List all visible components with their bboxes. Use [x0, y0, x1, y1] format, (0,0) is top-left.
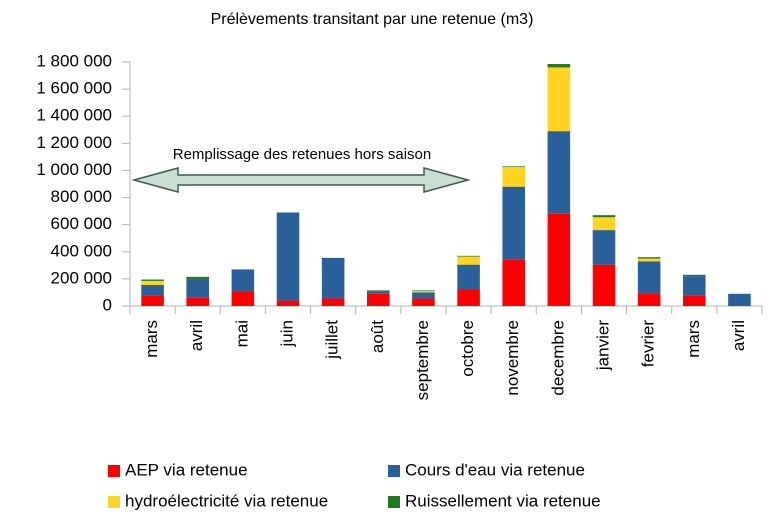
y-tick-label: 1 400 000: [36, 106, 112, 125]
bar-segment: [186, 297, 209, 306]
bar-segment: [457, 264, 480, 290]
bar-segment: [276, 212, 300, 301]
bar-segment: [592, 215, 616, 218]
bar-segment: [141, 279, 164, 281]
x-tick-label: juillet: [323, 320, 342, 360]
legend-label: Cours d'eau via retenue: [405, 460, 585, 479]
bar-segment: [683, 295, 706, 306]
bar-segment: [141, 280, 164, 285]
x-tick-label: mars: [142, 320, 161, 358]
bar-segment: [547, 67, 571, 132]
bar-segment: [186, 276, 209, 280]
bar-segment: [141, 284, 164, 296]
y-tick-label: 1 600 000: [36, 79, 112, 98]
y-tick-label: 600 000: [51, 214, 112, 233]
legend-label: AEP via retenue: [125, 460, 248, 479]
bar-segment: [637, 257, 661, 259]
legend-swatch: [388, 465, 400, 477]
bar-segment: [367, 291, 390, 294]
bar-segment: [141, 295, 164, 306]
bar-segment: [728, 293, 751, 306]
bar-segment: [592, 264, 616, 306]
bar-segment: [547, 64, 571, 68]
bar-segment: [412, 291, 435, 293]
x-tick-label: août: [368, 320, 387, 353]
x-tick-label: decembre: [548, 320, 567, 396]
y-tick-label: 200 000: [51, 268, 112, 287]
bar-segment: [367, 290, 390, 292]
y-tick-label: 400 000: [51, 241, 112, 260]
chart-title: Prélèvements transitant par une retenue …: [211, 11, 534, 28]
bar-segment: [412, 298, 435, 306]
legend-swatch: [108, 496, 120, 508]
bar-segment: [321, 298, 345, 306]
bar-segment: [231, 269, 255, 292]
x-tick-label: avril: [729, 320, 748, 351]
x-tick-label: novembre: [503, 320, 522, 396]
annotation-arrow: [131, 167, 471, 193]
y-tick-label: 1 200 000: [36, 133, 112, 152]
bar-segment: [637, 258, 661, 262]
legend-swatch: [388, 496, 400, 508]
bar-segment: [457, 256, 480, 265]
annotation: Remplissage des retenues hors saison: [173, 146, 431, 163]
bar-segment: [412, 292, 435, 299]
x-tick-label: mars: [684, 320, 703, 358]
x-tick-label: fevrier: [639, 320, 658, 368]
bar-segment: [592, 230, 616, 265]
bar-segment: [547, 131, 571, 214]
bar-segment: [637, 261, 661, 294]
y-tick-label: 1 000 000: [36, 160, 112, 179]
bar-segment: [637, 293, 661, 306]
legend-label: Ruissellement via retenue: [405, 491, 601, 510]
bar-segment: [547, 213, 571, 306]
bar-segment: [276, 300, 300, 306]
x-tick-label: mai: [232, 320, 251, 347]
y-tick-label: 0: [103, 295, 112, 314]
bar-segment: [321, 257, 345, 299]
bar-segment: [186, 279, 209, 298]
bar-segment: [502, 167, 525, 187]
x-tick-label: octobre: [458, 320, 477, 377]
legend-swatch: [108, 465, 120, 477]
bar-segment: [231, 291, 255, 306]
x-tick-label: avril: [187, 320, 206, 351]
x-tick-label: juin: [277, 320, 296, 347]
bar-segment: [683, 276, 706, 296]
bar-segment: [502, 259, 525, 306]
x-tick-label: janvier: [593, 320, 612, 371]
bar-segment: [683, 274, 706, 277]
y-tick-label: 800 000: [51, 187, 112, 206]
bar-segment: [592, 217, 616, 231]
bar-segment: [502, 186, 525, 260]
bar-segment: [457, 255, 480, 257]
bar-segment: [502, 166, 525, 168]
y-tick-label: 1 800 000: [36, 51, 112, 70]
bar-segment: [367, 293, 390, 306]
bar-segment: [457, 289, 480, 306]
x-tick-label: septembre: [413, 320, 432, 400]
bar-segment: [412, 290, 435, 292]
legend-label: hydroélectricité via retenue: [125, 491, 328, 510]
